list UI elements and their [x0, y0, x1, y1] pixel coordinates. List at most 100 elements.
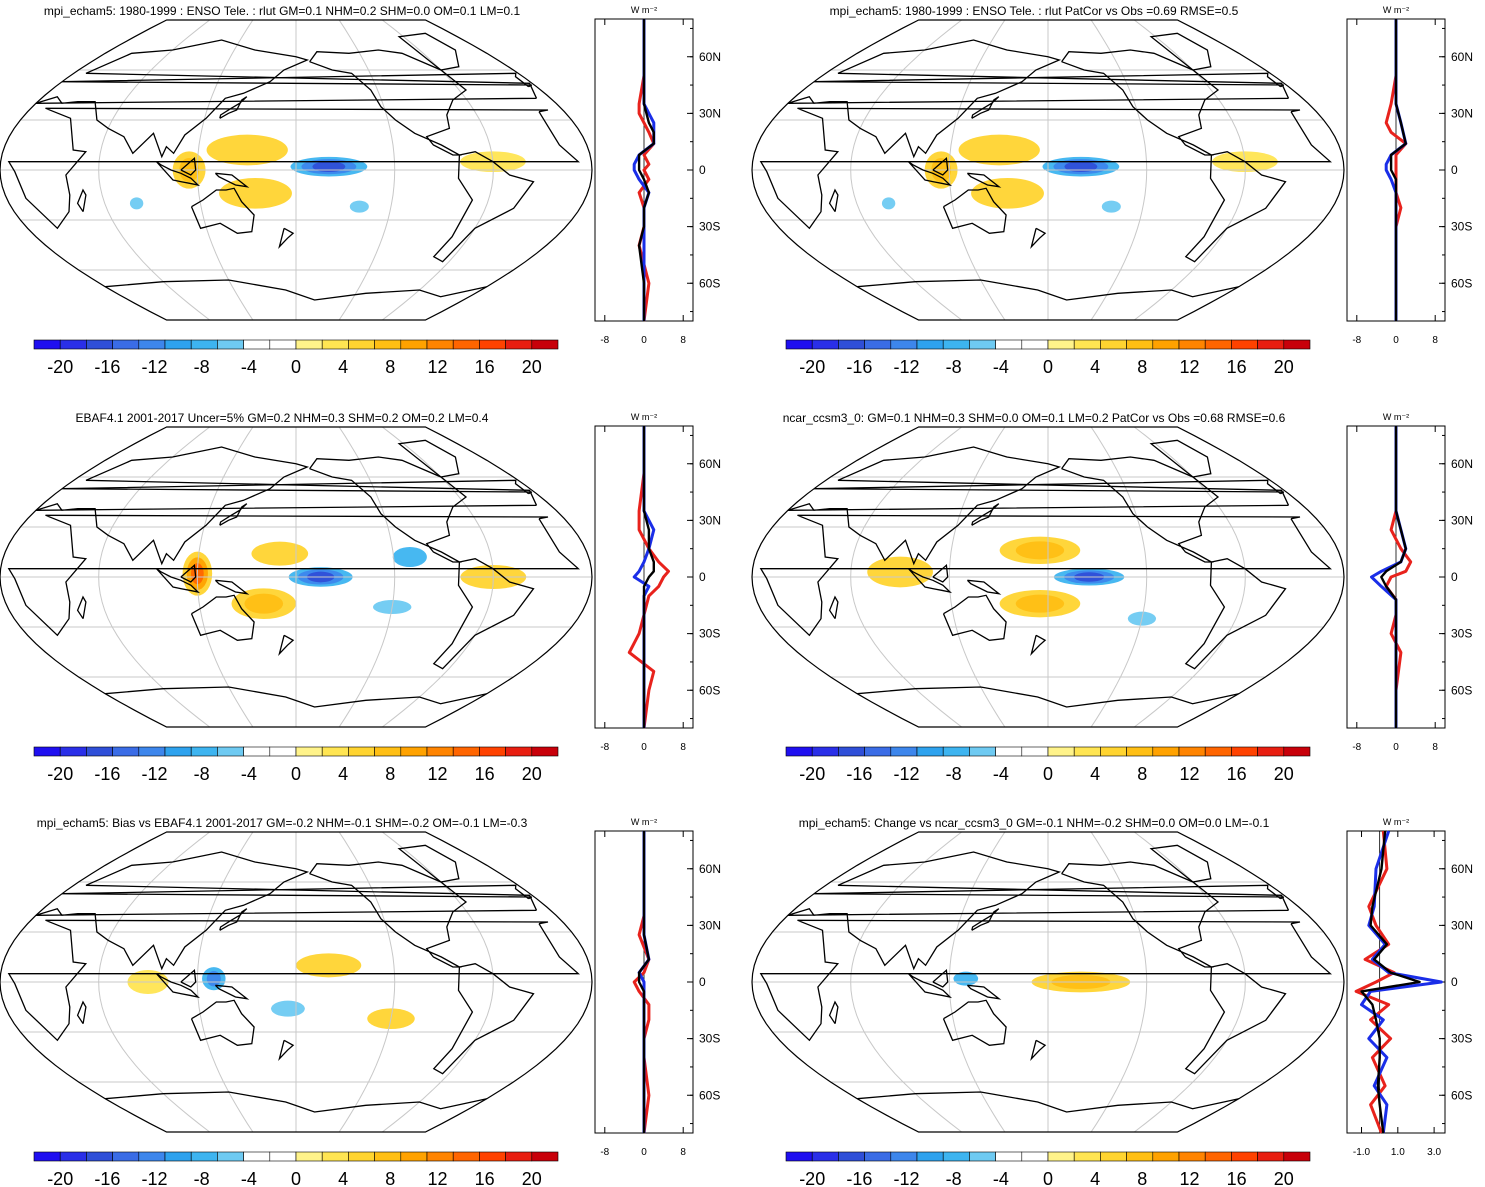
colorbar-swatch [864, 746, 892, 757]
colorbar-label: 8 [1137, 357, 1147, 377]
colorbar-label: -20 [47, 357, 73, 377]
colorbar-label: 12 [427, 1169, 447, 1187]
coastline [180, 968, 197, 988]
coastline [397, 844, 460, 883]
panel-1: mpi_echam5: 1980-1999 : ENSO Tele. : rlu… [0, 4, 721, 377]
coastline [214, 579, 250, 595]
panel-title: mpi_echam5: 1980-1999 : ENSO Tele. : rlu… [830, 4, 1239, 18]
colorbar-swatch [190, 1151, 218, 1162]
colorbar-label: 16 [475, 764, 495, 784]
coastline [35, 851, 538, 971]
lat-tick-label: 60N [699, 50, 721, 64]
x-tick-label: -8 [1352, 742, 1361, 753]
lat-tick-label: 30S [1451, 220, 1472, 234]
colorbar-label: 20 [1274, 357, 1294, 377]
coastline [813, 479, 1285, 495]
colorbar-swatch [969, 339, 996, 350]
coastline [1149, 844, 1212, 883]
profile-units: W m⁻² [631, 5, 657, 15]
lat-tick-label: 30N [1451, 918, 1473, 932]
colorbar-label: 8 [385, 1169, 395, 1187]
zonal-profile: W m⁻² 60N 30N 0 30S 60S -1.0 1.0 3.0 [1346, 817, 1473, 1158]
coastline [278, 227, 295, 249]
anomaly-field [958, 134, 1040, 166]
anomaly-field [881, 197, 896, 210]
panel-3: EBAF4.1 2001-2017 Uncer=5% GM=0.2 NHM=0.… [0, 411, 721, 784]
colorbar-swatch [1047, 746, 1075, 757]
colorbar-swatch [864, 339, 892, 350]
coastline [971, 908, 1000, 931]
coastline [61, 884, 533, 900]
anomaly-field [206, 970, 221, 987]
colorbar-swatch [1152, 746, 1180, 757]
zonal-profile: W m⁻² 60N 30N 0 30S 60S -8 0 8 [1346, 412, 1473, 753]
colorbar-swatch [86, 1151, 113, 1162]
colorbar-swatch [374, 746, 402, 757]
colorbar-swatch [269, 1151, 297, 1162]
profile-units: W m⁻² [631, 412, 657, 422]
colorbar-label: 4 [338, 1169, 348, 1187]
colorbar-label: -16 [846, 357, 872, 377]
panel-title: EBAF4.1 2001-2017 Uncer=5% GM=0.2 NHM=0.… [76, 411, 489, 425]
x-tick-label: 0 [1393, 335, 1399, 346]
lat-tick-label: 30N [699, 918, 721, 932]
map-border [751, 426, 1345, 728]
colorbar-swatch [1021, 339, 1049, 350]
coastline [932, 156, 949, 176]
colorbar-label: -12 [894, 1169, 920, 1187]
colorbar-label: 8 [1137, 1169, 1147, 1187]
colorbar-swatch [942, 339, 970, 350]
colorbar-swatch [374, 339, 402, 350]
colorbar-swatch [269, 746, 297, 757]
panel-title: ncar_ccsm3_0: GM=0.1 NHM=0.3 SHM=0.0 OM=… [783, 411, 1286, 425]
zonal-profile: W m⁻² 60N 30N 0 30S 60S -8 0 8 [594, 817, 721, 1158]
colorbar-swatch [295, 339, 323, 350]
graticule-lon [850, 427, 963, 727]
anomaly-field [1040, 938, 1120, 960]
colorbar-swatch [1231, 1151, 1258, 1162]
anomaly-field [129, 197, 144, 210]
lat-tick-label: 30N [699, 513, 721, 527]
coastline [309, 861, 468, 968]
colorbar-swatch [164, 1151, 192, 1162]
profile-line-red [1384, 426, 1413, 728]
coastline [1184, 558, 1287, 670]
anomaly-field [1044, 1005, 1116, 1026]
colorbar-label: -20 [799, 764, 825, 784]
colorbar-swatch [138, 339, 166, 350]
coastline [61, 72, 533, 88]
anomaly-field [241, 931, 289, 949]
colorbar-swatch [426, 1151, 454, 1162]
map-border [751, 831, 1345, 1133]
colorbar-swatch [59, 746, 87, 757]
map-border [0, 19, 593, 321]
coastline [1061, 49, 1220, 156]
colorbar-label: 0 [291, 1169, 301, 1187]
colorbar-swatch [59, 1151, 87, 1162]
colorbar-swatch [164, 339, 192, 350]
colorbar-label: 20 [522, 764, 542, 784]
coastline [1030, 634, 1047, 656]
colorbar-label: -16 [846, 1169, 872, 1187]
colorbar-swatch [785, 339, 813, 350]
colorbar-label: 12 [427, 764, 447, 784]
colorbar-swatch [1283, 339, 1311, 350]
colorbar-swatch [426, 339, 454, 350]
coastline [76, 188, 87, 213]
lat-tick-label: 60S [1451, 683, 1472, 697]
colorbar-swatch [1178, 339, 1206, 350]
coastline [214, 172, 250, 188]
colorbar-label: -12 [142, 1169, 168, 1187]
anomaly-field [349, 200, 369, 213]
coastline [278, 634, 295, 656]
colorbar-swatch [1204, 1151, 1232, 1162]
colorbar-label: 20 [1274, 1169, 1294, 1187]
colorbar-swatch [59, 339, 87, 350]
colorbar-label: -4 [993, 357, 1009, 377]
coastline [966, 579, 1002, 595]
coastline [787, 851, 1290, 971]
colorbar-swatch [348, 746, 375, 757]
graticule-lon [338, 20, 396, 320]
colorbar-swatch [1021, 746, 1049, 757]
colorbar-label: 4 [1090, 1169, 1100, 1187]
